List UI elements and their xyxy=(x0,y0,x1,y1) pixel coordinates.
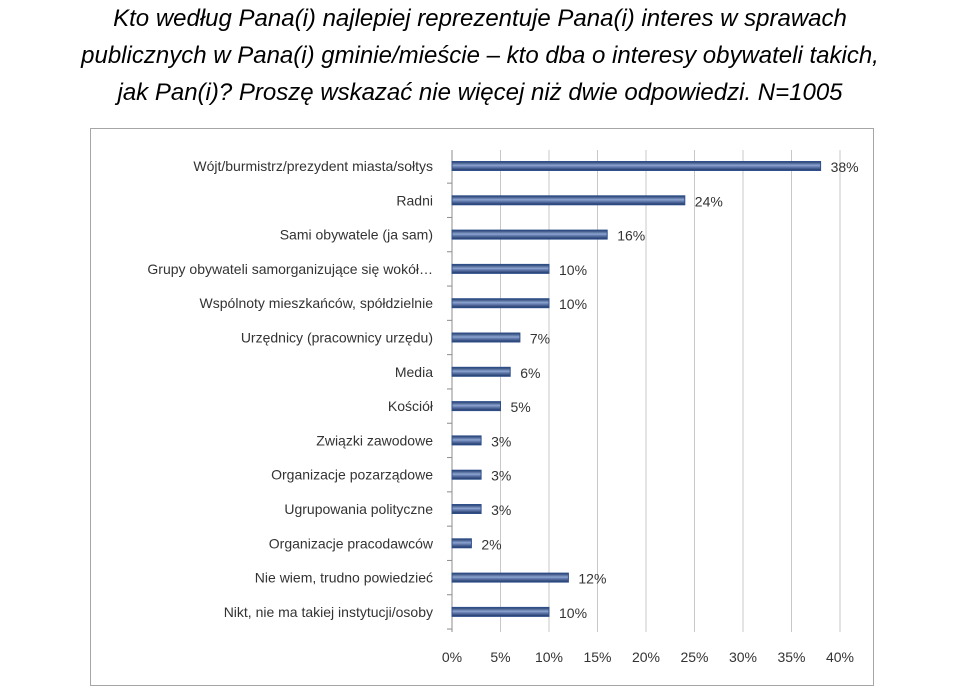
chart-title-line-1: Kto według Pana(i) najlepiej reprezentuj… xyxy=(113,5,847,32)
value-label: 12% xyxy=(578,571,606,587)
chart-title-line-3: jak Pan(i)? Proszę wskazać nie więcej ni… xyxy=(117,79,843,106)
category-label: Radni xyxy=(396,192,433,208)
bar xyxy=(451,366,511,377)
category-label: Wspólnoty mieszkańców, spółdzielnie xyxy=(200,295,434,311)
category-label: Związki zawodowe xyxy=(316,432,433,448)
chart-title: Kto według Pana(i) najlepiej reprezentuj… xyxy=(0,0,960,111)
category-label: Wójt/burmistrz/prezydent miasta/sołtys xyxy=(193,158,433,174)
category-label: Urzędnicy (pracownicy urzędu) xyxy=(241,330,433,346)
x-tick-label: 35% xyxy=(777,649,805,665)
category-label: Sami obywatele (ja sam) xyxy=(280,227,433,243)
value-label: 3% xyxy=(491,468,511,484)
bar xyxy=(451,538,472,549)
bar xyxy=(451,263,550,274)
value-label: 3% xyxy=(491,502,511,518)
x-tick-label: 10% xyxy=(535,649,563,665)
category-label: Organizacje pracodawców xyxy=(269,535,434,551)
gridlines xyxy=(447,150,841,632)
bar xyxy=(451,435,482,446)
x-tick-label: 40% xyxy=(826,649,854,665)
bar xyxy=(451,606,550,617)
bar xyxy=(451,504,482,514)
labels: 0% 5% 10% 15% 20% 25% 30% 35% 40% Wójt/burmistrz/… xyxy=(147,158,858,665)
category-label: Nikt, nie ma takiej instytucji/osoby xyxy=(224,604,433,620)
value-label: 7% xyxy=(530,331,550,347)
value-label: 2% xyxy=(481,536,501,552)
value-label: 3% xyxy=(491,433,511,449)
x-tick-label: 15% xyxy=(583,649,611,665)
value-label: 16% xyxy=(617,228,645,244)
category-label: Nie wiem, trudno powiedzieć xyxy=(255,570,433,586)
chart-title-line-2: publicznych w Pana(i) gminie/mieście – k… xyxy=(81,42,879,69)
bar xyxy=(451,572,569,583)
category-label: Media xyxy=(395,364,433,380)
bar xyxy=(451,161,822,171)
x-tick-label: 5% xyxy=(490,649,510,665)
x-tick-label: 20% xyxy=(632,649,660,665)
bar xyxy=(451,401,501,412)
bar xyxy=(451,469,482,480)
x-tick-label: 30% xyxy=(729,649,757,665)
value-label: 10% xyxy=(559,296,587,312)
x-tick-label: 0% xyxy=(442,649,462,665)
category-label: Ugrupowania polityczne xyxy=(284,501,433,517)
x-tick-label: 25% xyxy=(680,649,708,665)
value-label: 24% xyxy=(695,193,723,209)
value-label: 5% xyxy=(511,399,531,415)
value-label: 38% xyxy=(831,159,859,175)
bar xyxy=(451,229,608,240)
value-label: 10% xyxy=(559,262,587,278)
value-label: 6% xyxy=(520,365,540,381)
bar xyxy=(451,298,550,309)
bars xyxy=(451,161,822,617)
category-label: Grupy obywateli samorganizujące się wokó… xyxy=(147,261,433,277)
value-label: 10% xyxy=(559,605,587,621)
category-label: Organizacje pozarządowe xyxy=(271,467,433,483)
bar xyxy=(451,332,521,343)
category-label: Kościół xyxy=(388,398,434,414)
bar xyxy=(451,195,686,206)
